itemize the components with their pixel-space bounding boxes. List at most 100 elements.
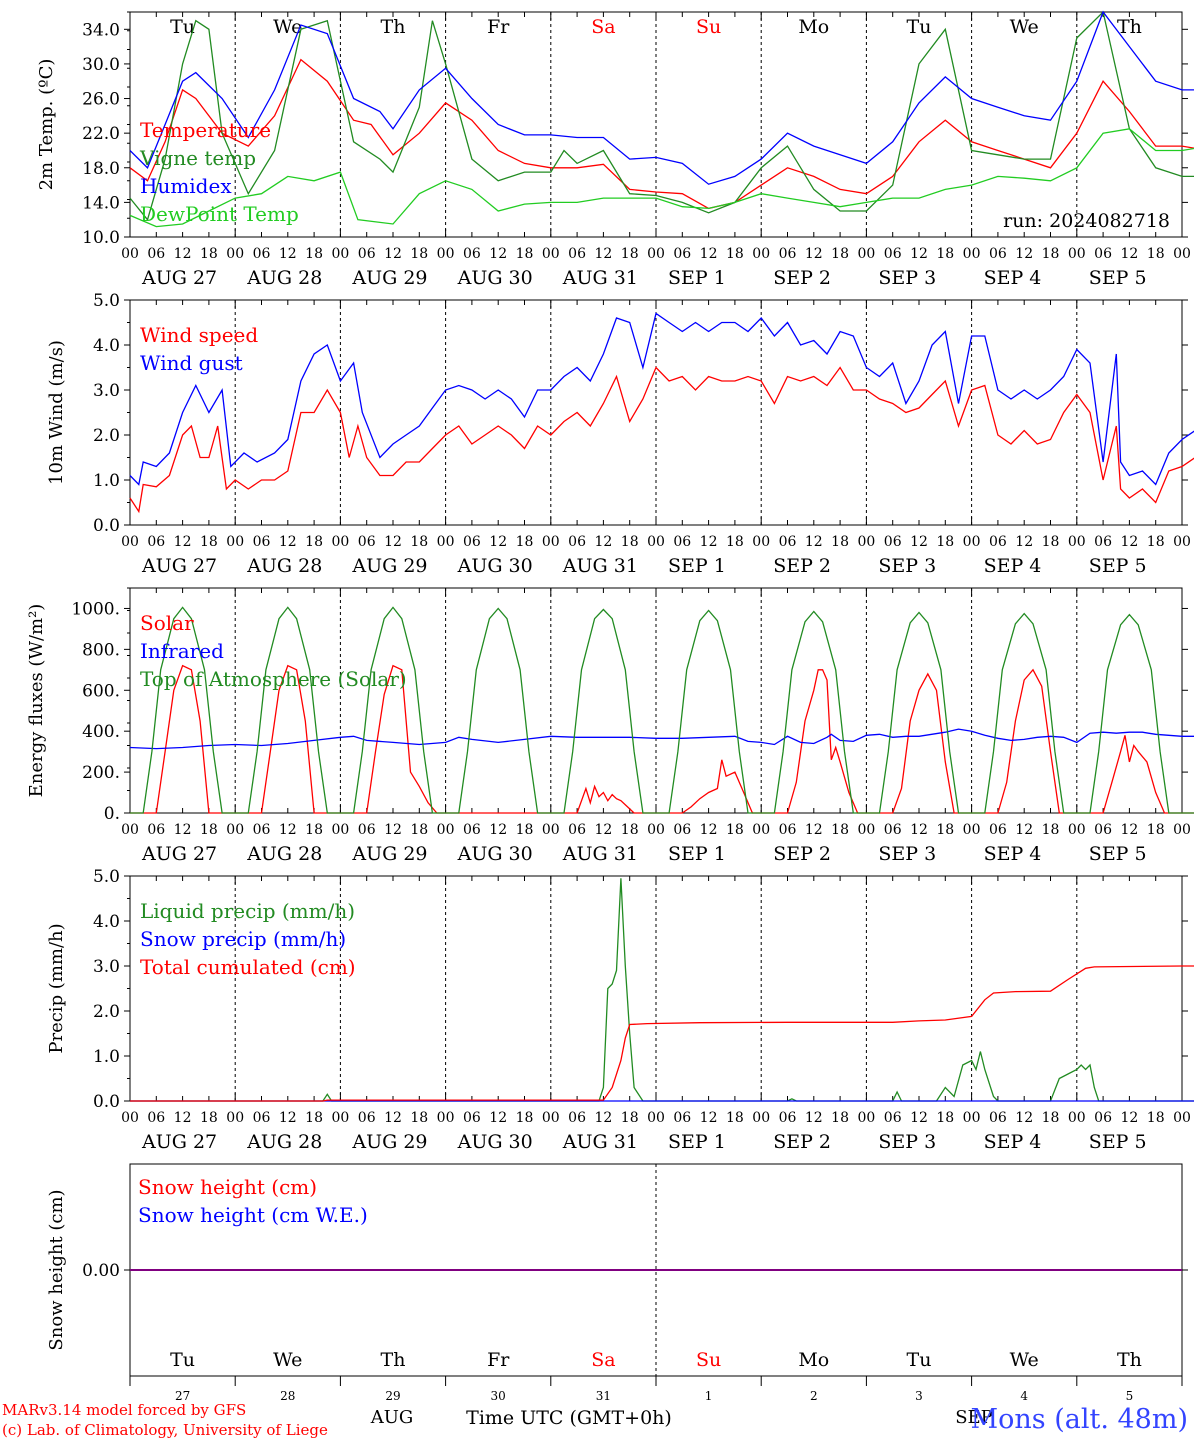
- hour-label: 12: [384, 246, 402, 262]
- hour-label: 12: [910, 246, 928, 262]
- hour-label: 12: [1015, 822, 1033, 838]
- hour-label: 12: [805, 1110, 823, 1126]
- y-tick-label: 200.: [82, 763, 120, 783]
- hour-label: 12: [279, 822, 297, 838]
- hour-label: 00: [1173, 1110, 1191, 1126]
- hour-label: 12: [700, 534, 718, 550]
- hour-label: 00: [647, 246, 665, 262]
- hour-label: 00: [647, 534, 665, 550]
- hour-label: 18: [1147, 822, 1165, 838]
- date-label: SEP 1: [668, 267, 726, 289]
- month-label-sep: SEP: [955, 1407, 993, 1428]
- hour-label: 00: [437, 246, 455, 262]
- hour-label: 18: [621, 246, 639, 262]
- hour-label: 12: [384, 534, 402, 550]
- series-line: [129, 10, 1194, 185]
- hour-label: 00: [857, 246, 875, 262]
- hour-label: 18: [410, 534, 428, 550]
- date-label: AUG 29: [351, 267, 427, 289]
- panel-4: 0.0 1.0 2.0 3.0 4.0 5.0 Precip (mm/h) 00 06 12 18 0…: [46, 867, 1194, 1153]
- day-number: 5: [1126, 1389, 1134, 1403]
- legend-entry: Wind speed: [140, 323, 258, 347]
- hour-label: 06: [568, 822, 586, 838]
- hour-label: 06: [779, 534, 797, 550]
- date-label: AUG 30: [457, 555, 533, 577]
- hour-label: 18: [936, 246, 954, 262]
- hour-label: 06: [147, 822, 165, 838]
- date-label: SEP 3: [878, 555, 936, 577]
- hour-label: 12: [489, 534, 507, 550]
- y-tick-label: 10.0: [82, 228, 120, 248]
- hour-label: 12: [1015, 1110, 1033, 1126]
- hour-label: 00: [226, 246, 244, 262]
- legend-entry: Infrared: [140, 639, 224, 663]
- hour-label: 06: [673, 246, 691, 262]
- hour-label: 06: [673, 822, 691, 838]
- hour-label: 06: [568, 534, 586, 550]
- y-tick-label: 34.0: [82, 20, 120, 40]
- y-tick-label: 22.0: [82, 124, 120, 144]
- hour-label: 18: [200, 1110, 218, 1126]
- y-tick-label: 14.0: [82, 193, 120, 213]
- legend-entry: Wind gust: [140, 351, 243, 375]
- hour-label: 00: [752, 246, 770, 262]
- y-tick-label: 5.0: [93, 867, 120, 887]
- date-label: AUG 31: [562, 1131, 638, 1153]
- hour-label: 00: [121, 246, 139, 262]
- hour-label: 00: [1173, 822, 1191, 838]
- hour-label: 00: [121, 534, 139, 550]
- hour-label: 18: [516, 534, 534, 550]
- legend-entry: Top of Atmosphere (Solar): [140, 667, 407, 691]
- hour-label: 06: [253, 534, 271, 550]
- hour-label: 12: [805, 534, 823, 550]
- hour-label: 06: [989, 1110, 1007, 1126]
- hour-label: 18: [1147, 246, 1165, 262]
- hour-label: 00: [331, 534, 349, 550]
- date-label: AUG 28: [246, 1131, 322, 1153]
- hour-label: 18: [621, 822, 639, 838]
- hour-label: 18: [1042, 246, 1060, 262]
- hour-label: 00: [647, 1110, 665, 1126]
- hour-label: 12: [279, 246, 297, 262]
- hour-label: 12: [910, 1110, 928, 1126]
- hour-label: 06: [147, 1110, 165, 1126]
- hour-label: 06: [1094, 534, 1112, 550]
- hour-label: 12: [279, 1110, 297, 1126]
- plot-frame: [129, 587, 1183, 814]
- hour-label: 12: [1120, 1110, 1138, 1126]
- day-name-bottom: Sa: [591, 1349, 615, 1371]
- y-axis-label: 10m Wind (m/s): [46, 340, 67, 485]
- date-label: SEP 3: [878, 267, 936, 289]
- series-line: [129, 312, 1194, 486]
- y-axis-label: Snow height (cm): [46, 1189, 67, 1350]
- series-line: [129, 58, 1194, 210]
- day-number: 28: [280, 1389, 295, 1403]
- date-label: SEP 4: [984, 843, 1042, 865]
- hour-label: 06: [779, 246, 797, 262]
- hour-label: 12: [910, 534, 928, 550]
- hour-label: 18: [831, 1110, 849, 1126]
- panel-1: 10.0 14.0 18.0 22.0 26.0 30.0 34.0 2m Temp. (ºC…: [36, 10, 1194, 289]
- hour-label: 18: [410, 1110, 428, 1126]
- day-name-bottom: Su: [696, 1349, 721, 1371]
- hour-label: 12: [700, 246, 718, 262]
- day-number: 27: [175, 1389, 190, 1403]
- date-label: SEP 4: [984, 1131, 1042, 1153]
- date-label: AUG 31: [562, 267, 638, 289]
- date-label: SEP 4: [984, 267, 1042, 289]
- hour-label: 18: [831, 822, 849, 838]
- hour-label: 18: [305, 534, 323, 550]
- y-tick-label: 26.0: [82, 90, 120, 110]
- hour-label: 00: [226, 1110, 244, 1126]
- panel-3: 0. 200. 400. 600. 800. 1000. Energy fluxes (W/…: [26, 587, 1194, 865]
- y-tick-label: 0.0: [93, 1092, 120, 1112]
- series-line: [130, 878, 1194, 1102]
- hour-label: 00: [437, 822, 455, 838]
- hour-label: 06: [358, 534, 376, 550]
- hour-label: 00: [963, 1110, 981, 1126]
- hour-label: 12: [594, 246, 612, 262]
- hour-label: 12: [174, 822, 192, 838]
- hour-label: 06: [568, 1110, 586, 1126]
- hour-label: 18: [1042, 534, 1060, 550]
- hour-label: 12: [489, 246, 507, 262]
